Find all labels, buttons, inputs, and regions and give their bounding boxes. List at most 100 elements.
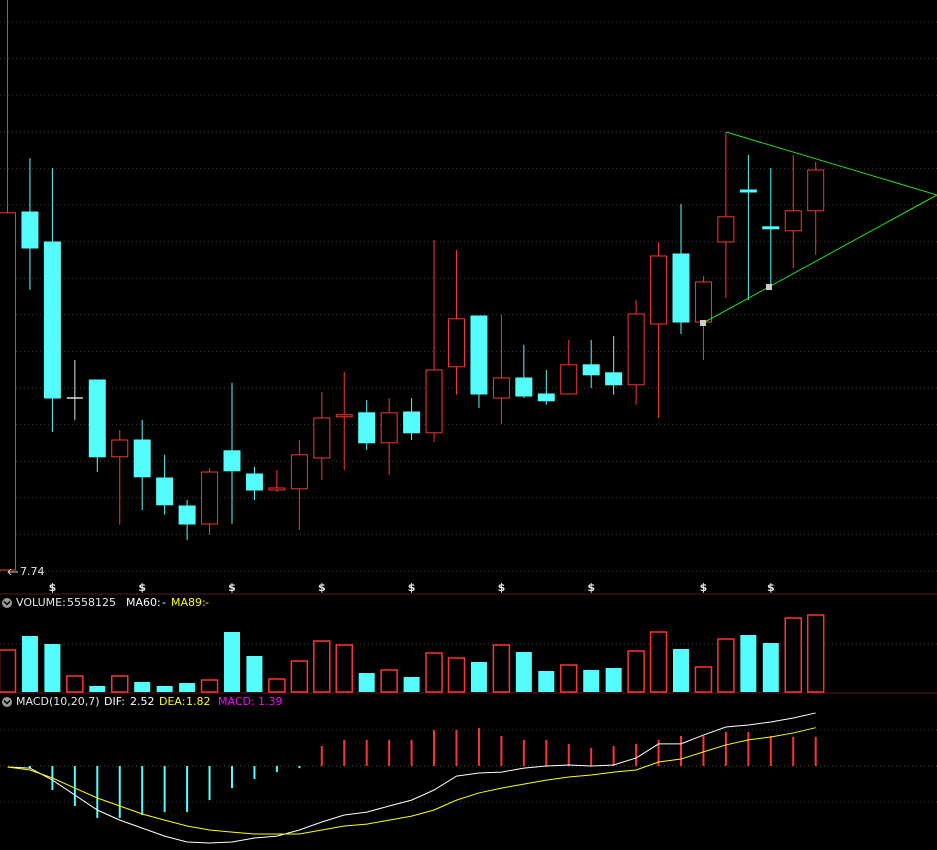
collapse-icon[interactable] — [2, 598, 12, 608]
ma-name: MA89: — [171, 596, 206, 609]
volume-bar — [335, 644, 353, 693]
signal-marker: $ — [767, 581, 775, 594]
dea-value: 1.82 — [186, 695, 211, 708]
candle-body — [470, 315, 488, 395]
volume-value: 5558125 — [67, 596, 116, 609]
volume-bar — [0, 649, 17, 693]
macd-bar — [275, 766, 278, 773]
candle-body — [560, 364, 578, 395]
volume-bar — [470, 661, 487, 692]
candle-body — [133, 439, 151, 478]
volume-bar — [313, 640, 331, 693]
macd-bar — [814, 736, 817, 766]
volume-bar — [605, 668, 622, 692]
macd-bar — [141, 766, 144, 816]
volume-bar — [403, 676, 420, 692]
macd-bar — [96, 766, 99, 818]
volume-bar — [447, 657, 466, 693]
volume-bar — [673, 649, 689, 692]
signal-marker: $ — [138, 581, 146, 594]
signal-marker: $ — [498, 581, 506, 594]
dif-name: DIF: — [104, 695, 125, 708]
candle-body — [492, 377, 510, 399]
candle-body — [807, 169, 825, 212]
dea-name: DEA: — [159, 695, 185, 708]
volume-bar — [740, 635, 757, 692]
candle-body — [43, 241, 61, 399]
candle-body — [111, 439, 129, 458]
volume-bar — [21, 636, 38, 692]
volume-bar — [44, 644, 61, 692]
macd-bar — [208, 766, 211, 801]
candle-body — [156, 477, 174, 506]
candle-body — [313, 417, 331, 459]
macd-bar — [747, 731, 750, 766]
volume-bar — [515, 652, 532, 692]
dif-value: 2.52 — [130, 695, 155, 708]
macd-line — [7, 712, 816, 844]
macd-bar — [163, 766, 166, 813]
volume-bar — [538, 670, 555, 692]
volume-bar — [156, 686, 173, 692]
low-arrow-head — [7, 568, 12, 576]
candle-body — [201, 471, 219, 525]
signal-marker: $ — [49, 581, 57, 594]
macd-bar — [118, 766, 121, 818]
macd-bar — [343, 739, 346, 766]
signal-marker: $ — [408, 581, 416, 594]
candle-body — [537, 393, 555, 402]
candle-body — [21, 211, 39, 249]
macd-bar — [253, 766, 256, 780]
volume-bar — [111, 675, 129, 693]
macd-bar — [680, 735, 682, 766]
macd-bar — [545, 739, 548, 766]
volume-bar — [425, 652, 443, 693]
ma-name: MA60: — [126, 596, 161, 609]
chevron — [3, 600, 11, 606]
candle-body — [694, 281, 712, 323]
signal-marker: $ — [318, 581, 326, 594]
volume-bar — [380, 669, 398, 693]
trend-lines — [702, 131, 937, 324]
candle-body — [650, 255, 668, 325]
volume-bar — [179, 682, 196, 692]
background-grid — [0, 21, 937, 803]
volume-bar — [560, 664, 578, 693]
macd-bar — [792, 736, 795, 766]
candle-body — [784, 210, 802, 232]
candle-body — [425, 369, 443, 434]
candle-body — [380, 412, 398, 444]
volume-bar — [806, 614, 825, 693]
volume-header: VOLUME: 5558125 MA60: - MA89: - — [2, 596, 209, 609]
macd-bar — [590, 747, 593, 766]
low-label: 7.74 — [20, 565, 45, 578]
macd-bar — [612, 746, 615, 766]
candle-body — [582, 364, 600, 376]
ma-value: - — [162, 596, 166, 609]
volume-name: VOLUME: — [16, 596, 66, 609]
candle-body — [515, 377, 533, 397]
macd-bar — [73, 766, 76, 806]
macd-name: MACD: — [218, 695, 255, 708]
candle-body — [290, 454, 308, 490]
collapse-icon[interactable] — [2, 697, 12, 707]
macd-bar — [477, 727, 480, 766]
candle-body — [762, 226, 780, 230]
candle-body — [223, 450, 241, 472]
volume-bar — [224, 632, 240, 692]
candle-body — [672, 253, 690, 323]
macd-bar — [769, 735, 772, 766]
macd-bar — [455, 730, 458, 766]
volume-legend: VOLUME: 5558125 MA60: - MA89: - — [16, 596, 209, 609]
macd-bar — [433, 730, 436, 766]
volume-bar — [268, 678, 286, 693]
anchor-point — [700, 320, 706, 326]
volume-bar — [694, 666, 713, 693]
volume-bar — [583, 670, 600, 692]
macd-bar — [320, 746, 323, 766]
macd-title: MACD(10,20,7) — [16, 695, 100, 708]
ma-value: - — [205, 596, 209, 609]
candle-body — [0, 212, 16, 571]
candle-body — [358, 412, 376, 444]
